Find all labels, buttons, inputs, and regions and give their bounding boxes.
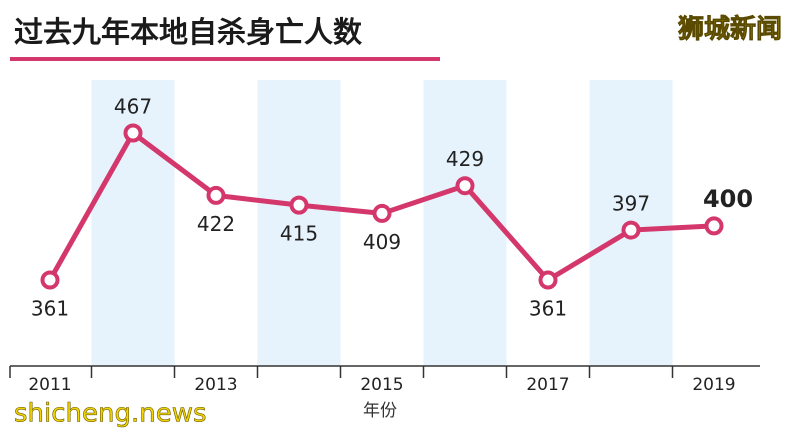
x-axis-label: 年份 bbox=[363, 401, 397, 421]
marker bbox=[704, 216, 724, 236]
value-label: 409 bbox=[363, 230, 401, 254]
column-band bbox=[91, 80, 175, 366]
value-label: 397 bbox=[612, 192, 650, 216]
value-label: 400 bbox=[703, 185, 753, 213]
source-logo: 狮城新闻 bbox=[678, 14, 782, 45]
x-tick-label: 2011 bbox=[28, 375, 71, 395]
x-tick-label: 2013 bbox=[194, 375, 237, 395]
marker bbox=[289, 195, 309, 215]
marker bbox=[40, 270, 60, 290]
website: shicheng.news bbox=[14, 399, 207, 429]
value-label: 361 bbox=[529, 297, 567, 321]
column-band bbox=[257, 80, 341, 366]
chart-title: 过去九年本地自杀身亡人数 bbox=[14, 15, 363, 49]
marker bbox=[206, 185, 226, 205]
value-label: 361 bbox=[31, 297, 69, 321]
value-label: 415 bbox=[280, 222, 318, 246]
x-tick-label: 2015 bbox=[360, 375, 403, 395]
value-label: 467 bbox=[114, 95, 152, 119]
marker bbox=[123, 123, 143, 143]
marker bbox=[372, 203, 392, 223]
marker bbox=[538, 270, 558, 290]
marker bbox=[621, 220, 641, 240]
value-label: 422 bbox=[197, 212, 235, 236]
marker bbox=[455, 176, 475, 196]
x-tick-label: 2019 bbox=[692, 375, 735, 395]
value-label: 429 bbox=[446, 147, 484, 171]
column-band bbox=[423, 80, 507, 366]
x-tick-label: 2017 bbox=[526, 375, 569, 395]
